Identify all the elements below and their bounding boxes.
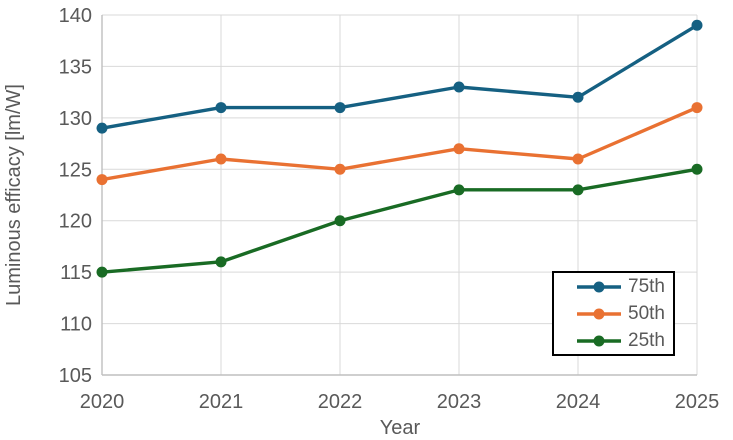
data-point-75th-2024 [572,91,584,103]
axis-lines [101,15,697,376]
y-tick-label: 140 [59,5,92,27]
legend-item-50th: 50th [576,300,673,327]
x-tick-label: 2020 [80,391,125,413]
legend-marker-icon [577,308,621,319]
data-point-75th-2020 [96,122,108,134]
data-series [96,19,703,278]
legend-item-75th: 75th [576,273,673,300]
x-tick-label: 2025 [675,391,720,413]
data-point-25th-2021 [215,256,227,268]
y-tick-labels: 105 110 115 120 125 130 135 140 [59,5,92,387]
series-line-75th [101,23,698,130]
data-point-25th-2024 [572,184,584,196]
legend-marker-icon [577,335,621,346]
x-tick-label: 2023 [437,391,482,413]
y-tick-label: 120 [59,211,92,233]
data-point-50th-2024 [572,153,584,165]
y-tick-label: 130 [59,108,92,130]
data-point-75th-2025 [691,19,703,31]
horizontal-gridlines [102,14,697,325]
data-point-75th-2021 [215,102,227,114]
x-axis-title: Year [380,417,421,439]
data-point-50th-2021 [215,153,227,165]
legend-label: 25th [628,330,665,351]
series-line-50th [101,106,698,182]
x-tick-label: 2022 [318,391,363,413]
legend-item-25th: 25th [576,327,673,354]
series-line-25th [101,167,698,274]
x-tick-label: 2024 [556,391,601,413]
legend-label: 50th [628,303,665,324]
y-tick-label: 115 [60,262,92,284]
x-tick-label: 2021 [199,391,244,413]
data-point-25th-2023 [453,184,465,196]
y-tick-label: 105 [59,365,92,387]
data-point-75th-2023 [453,81,465,93]
data-point-25th-2022 [334,215,346,227]
data-point-50th-2025 [691,102,703,114]
data-point-25th-2025 [691,163,703,175]
legend-label: 75th [628,276,665,297]
legend-marker-icon [577,281,621,292]
data-point-75th-2022 [334,102,346,114]
data-point-50th-2022 [334,163,346,175]
data-point-25th-2020 [96,266,108,278]
data-point-50th-2020 [96,174,108,186]
y-tick-label: 135 [59,56,92,78]
x-tick-labels: 2020 2021 2022 2023 2024 2025 [80,391,720,413]
y-tick-label: 125 [59,159,92,181]
data-point-50th-2023 [453,143,465,155]
legend: 75th 50th 25th [552,271,675,356]
y-axis-title: Luminous efficacy [lm/W] [3,84,25,306]
y-tick-label: 110 [60,314,92,336]
